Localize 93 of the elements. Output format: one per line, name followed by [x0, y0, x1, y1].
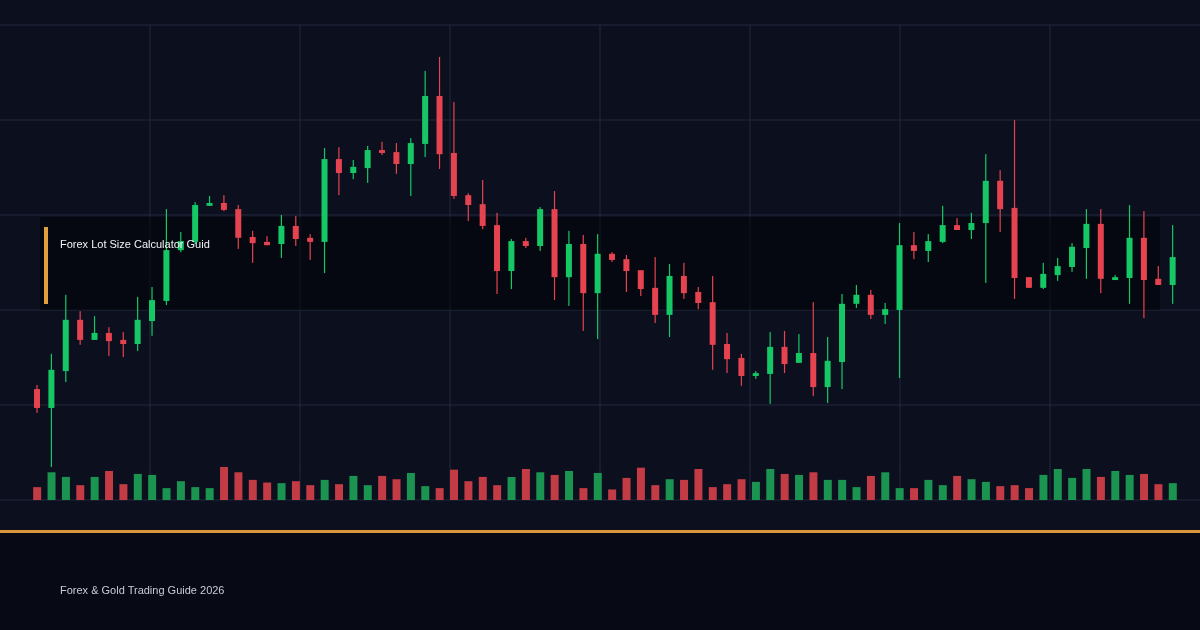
bar	[622, 477, 631, 500]
bar	[464, 481, 473, 500]
bar	[1082, 468, 1091, 500]
bar	[910, 488, 919, 500]
bar	[277, 483, 286, 500]
bar	[105, 470, 114, 500]
bar	[1154, 484, 1163, 500]
bar	[795, 474, 804, 500]
bar	[1053, 468, 1062, 500]
bar	[680, 479, 689, 500]
bar	[536, 472, 545, 500]
bar	[220, 467, 229, 500]
bar	[1125, 474, 1134, 500]
bar	[493, 485, 502, 500]
bar	[823, 479, 832, 500]
bar	[61, 476, 70, 500]
bar	[838, 479, 847, 500]
bar	[708, 487, 717, 500]
bar	[33, 487, 42, 500]
candlestick	[220, 195, 227, 212]
bar	[421, 486, 430, 500]
bar	[967, 479, 976, 500]
bar	[406, 472, 415, 500]
candlestick	[795, 334, 802, 363]
bar	[521, 468, 530, 500]
bar	[435, 488, 444, 500]
bar	[809, 472, 818, 500]
bar	[1140, 473, 1149, 500]
bar	[349, 475, 358, 500]
candlestick	[335, 147, 342, 196]
bar	[119, 484, 128, 500]
candlestick	[1140, 211, 1147, 319]
bar	[176, 481, 185, 500]
bar	[651, 485, 660, 500]
bar	[895, 488, 904, 500]
bar	[1039, 474, 1048, 500]
bar	[737, 479, 746, 500]
bar	[924, 479, 933, 500]
bar	[507, 476, 516, 500]
bar	[938, 485, 947, 500]
bar	[392, 479, 401, 500]
bar	[866, 475, 875, 500]
bar	[306, 485, 315, 500]
candlestick	[264, 236, 271, 246]
bar	[550, 474, 559, 500]
bar	[478, 476, 487, 500]
candlestick	[565, 230, 572, 306]
candlestick	[450, 102, 457, 199]
bar	[780, 473, 789, 500]
bar	[766, 468, 775, 500]
bar	[723, 484, 732, 500]
bar	[565, 470, 574, 500]
bar	[579, 488, 588, 500]
bar	[248, 479, 257, 500]
bar	[291, 481, 300, 500]
candlestick	[954, 218, 961, 231]
text: Forex & Gold Trading Guide 2026	[60, 584, 225, 596]
bar	[320, 479, 329, 500]
bar	[47, 472, 56, 500]
bar	[1096, 476, 1105, 500]
candlestick	[379, 141, 386, 155]
bar	[608, 489, 617, 500]
candlestick	[724, 332, 731, 374]
bar	[852, 487, 861, 500]
bar	[1025, 488, 1034, 500]
bar	[636, 467, 645, 500]
bar	[593, 472, 602, 500]
bar	[162, 488, 171, 500]
bar	[881, 472, 890, 500]
bar	[1111, 470, 1120, 500]
bar	[981, 481, 990, 500]
bar	[665, 479, 674, 500]
bar	[363, 485, 372, 500]
bar	[133, 473, 142, 500]
bar	[205, 488, 214, 500]
bar	[234, 472, 243, 500]
candlestick	[105, 327, 112, 356]
bar	[335, 484, 344, 500]
bar	[76, 485, 85, 500]
candlestick	[910, 232, 917, 260]
bar	[953, 475, 962, 500]
bar	[191, 487, 200, 500]
bar	[1168, 483, 1177, 500]
bar	[996, 486, 1005, 500]
bar	[90, 476, 99, 500]
bar	[148, 474, 157, 500]
bar	[1068, 477, 1077, 500]
bar	[378, 475, 387, 500]
bar	[263, 482, 272, 500]
bar	[751, 481, 760, 500]
candlestick	[149, 287, 156, 336]
bar	[1010, 485, 1019, 500]
bar	[694, 468, 703, 500]
